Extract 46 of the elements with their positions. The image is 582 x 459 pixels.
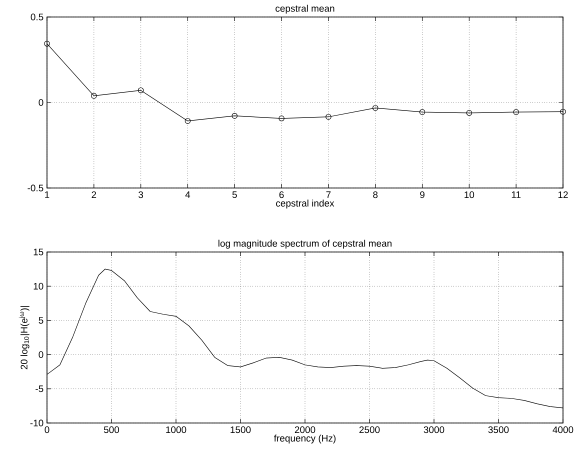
- y-tick-label: 10: [34, 282, 44, 290]
- x-tick-label: 3500: [488, 426, 509, 434]
- x-tick-label: 10: [464, 191, 474, 198]
- x-tick-label: 12: [558, 191, 568, 198]
- point: [44, 40, 50, 47]
- x-tick-label: 500: [104, 426, 120, 434]
- y-tick-label: 0.5: [30, 14, 44, 20]
- point: [91, 92, 97, 99]
- x-tick-label: 11: [512, 191, 521, 198]
- point: [513, 109, 519, 115]
- y-tick-label: -0.5: [28, 184, 44, 192]
- y-tick-label: 5: [38, 317, 44, 324]
- x-tick-label: 7: [326, 191, 331, 198]
- point: [184, 118, 191, 124]
- x-tick-label: 4: [185, 191, 190, 198]
- x-axis-title: frequency (Hz): [274, 434, 336, 444]
- point: [232, 112, 238, 119]
- x-tick-label: 2500: [359, 426, 380, 434]
- x-tick-label: 1500: [230, 426, 251, 434]
- x-tick-label: 4000: [552, 426, 574, 434]
- y-tick-label: -5: [36, 385, 44, 392]
- x-tick-label: 8: [373, 191, 378, 198]
- x-tick-label: 2: [92, 191, 96, 198]
- chart-title: cepstral mean: [276, 4, 334, 14]
- x-tick-label: 6: [279, 191, 284, 198]
- x-tick-label: 9: [420, 191, 424, 198]
- x-tick-label: 1: [45, 191, 50, 198]
- point: [466, 110, 472, 116]
- x-axis-title: cepstral index: [276, 200, 334, 208]
- x-tick-label: 0: [44, 426, 50, 434]
- chart-title: log magnitude spectrum of cepstral mean: [218, 240, 392, 249]
- point: [326, 114, 332, 120]
- point: [372, 105, 378, 111]
- y-axis-title: 20 log$_{10}$|H(e$^{jω}$)|: [18, 306, 30, 370]
- x-tick-label: 1000: [166, 426, 186, 434]
- y-tick-label: 15: [34, 248, 44, 256]
- x-tick-label: 3000: [424, 426, 444, 434]
- point: [419, 109, 426, 115]
- x-tick-label: 3: [138, 191, 144, 198]
- point: [138, 87, 144, 94]
- y-tick-label: 0: [38, 351, 44, 358]
- point: [278, 115, 284, 122]
- y-tick-label: 0: [38, 99, 44, 106]
- y-tick-label: -10: [30, 420, 44, 426]
- x-tick-label: 5: [232, 191, 237, 198]
- x-tick-label: 2000: [294, 426, 316, 434]
